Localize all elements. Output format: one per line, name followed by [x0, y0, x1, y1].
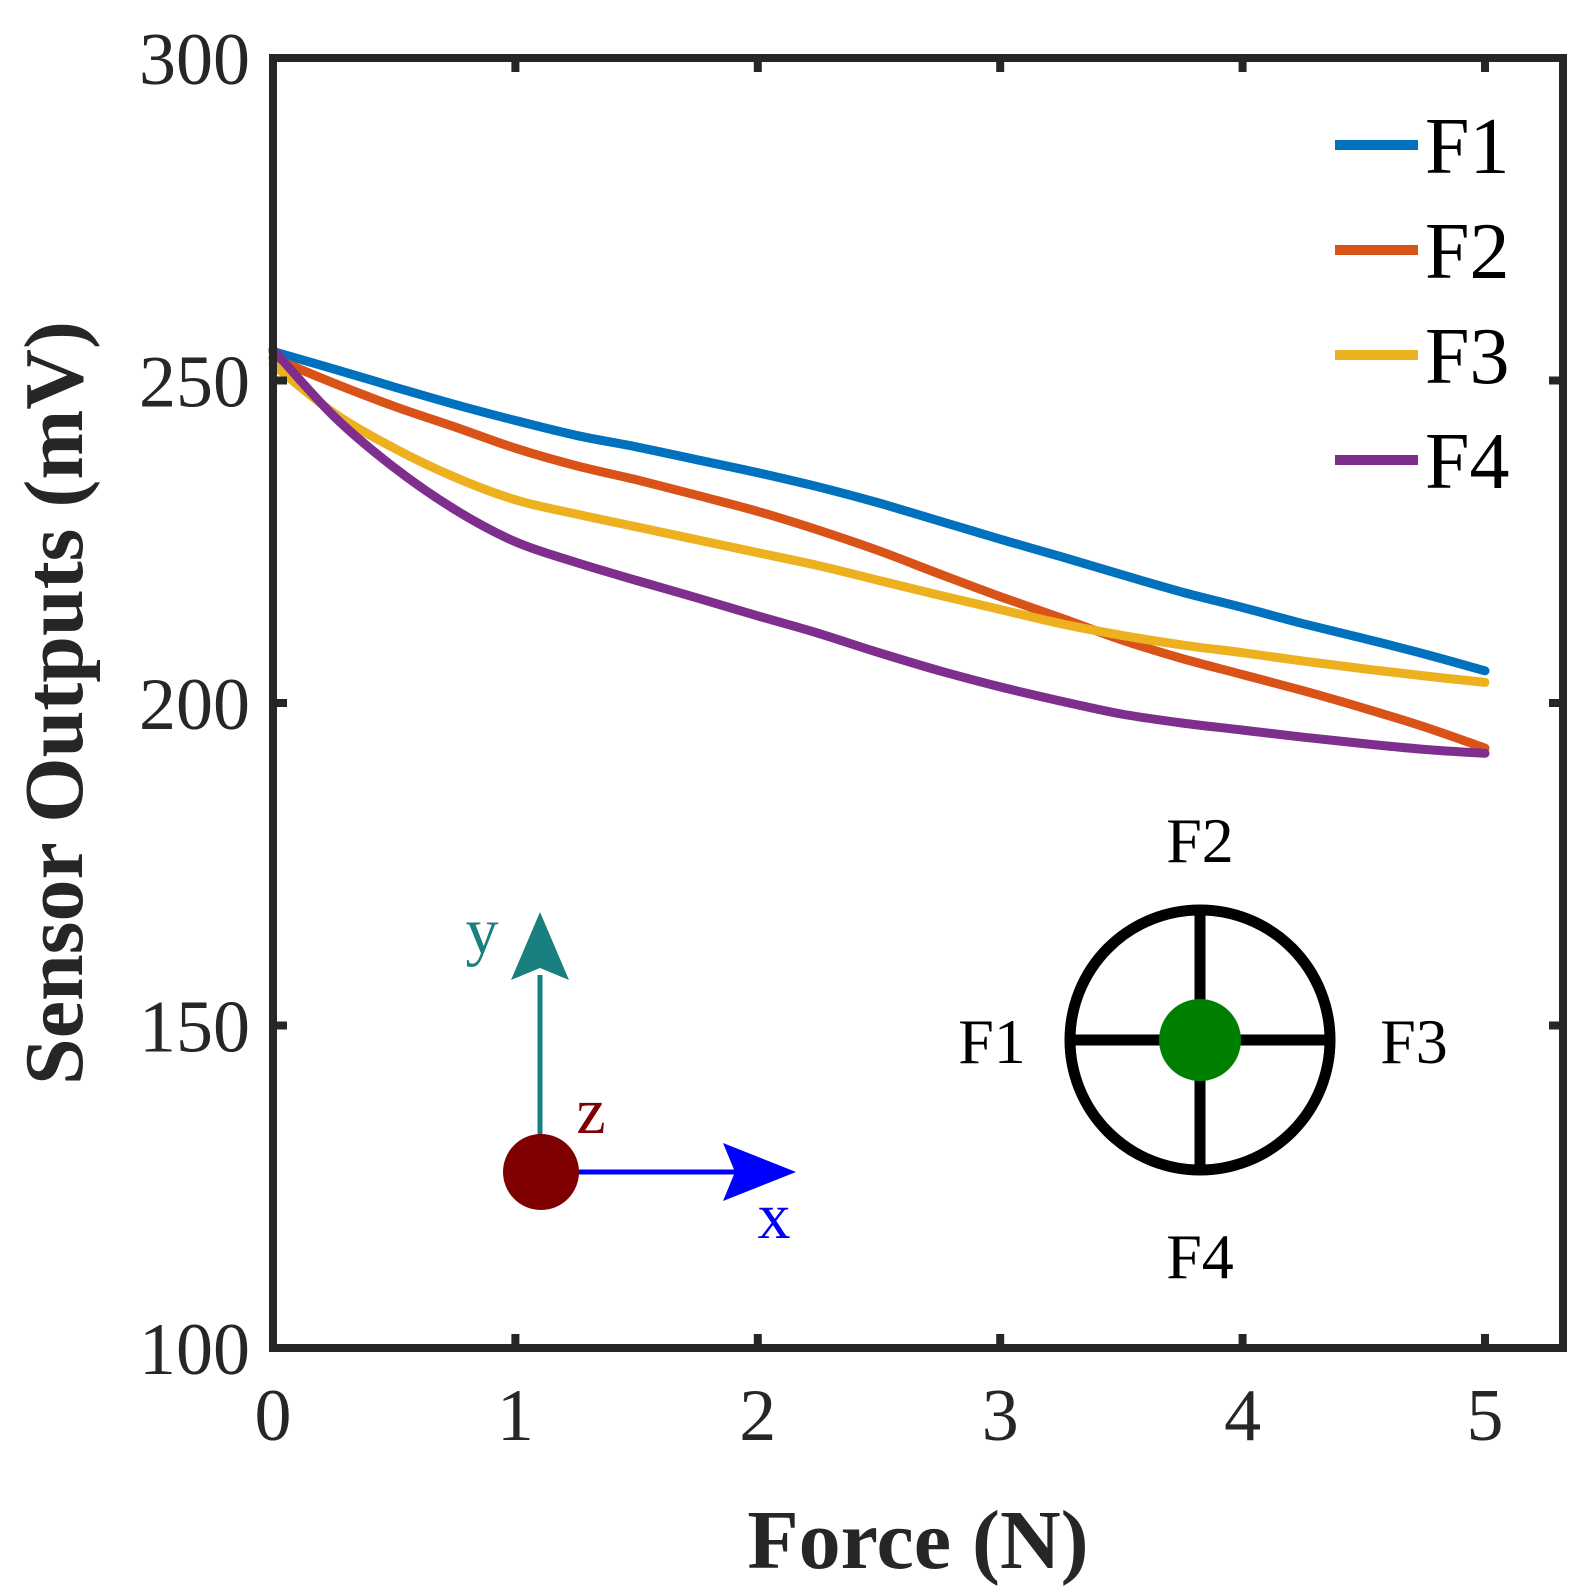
y-axis-title: Sensor Outputs (mV) — [8, 321, 101, 1085]
x-axis-title: Force (N) — [747, 1494, 1088, 1587]
sensor-diagram: F2 F1 F3 F4 — [958, 805, 1448, 1292]
legend-label-f2: F2 — [1425, 208, 1510, 296]
y-tick-label: 200 — [139, 664, 250, 746]
x-tick-label: 4 — [1224, 1375, 1261, 1457]
y-tick-label: 100 — [139, 1309, 250, 1391]
legend-label-f1: F1 — [1425, 103, 1510, 191]
y-tick-label: 300 — [139, 19, 250, 101]
sensor-label-top: F2 — [1166, 805, 1234, 876]
x-tick-label: 0 — [255, 1375, 292, 1457]
z-axis-letter: z — [576, 1075, 605, 1148]
series-line-f4 — [268, 345, 1490, 758]
y-axis-letter: y — [466, 895, 499, 968]
coordinate-axes-diagram: y x z — [466, 895, 796, 1253]
sensor-label-bottom: F4 — [1166, 1221, 1234, 1292]
legend: F1 F2 F3 F4 — [1335, 103, 1510, 506]
series-line-f2 — [268, 353, 1490, 753]
y-tick-label: 150 — [139, 987, 250, 1069]
y-arrow-head-icon — [511, 912, 569, 980]
z-axis-dot-icon — [503, 1134, 579, 1210]
sensor-label-left: F1 — [958, 1006, 1026, 1077]
x-axis-letter: x — [758, 1180, 791, 1253]
y-tick-label: 250 — [139, 342, 250, 424]
x-arrow-head-icon — [723, 1143, 796, 1201]
series-line-f1 — [268, 347, 1490, 676]
legend-label-f4: F4 — [1425, 418, 1510, 506]
x-tick-label: 5 — [1467, 1375, 1504, 1457]
series-line-f3 — [268, 359, 1490, 687]
sensor-label-right: F3 — [1380, 1006, 1448, 1077]
sensor-center-dot-icon — [1159, 999, 1241, 1081]
series-lines — [268, 345, 1490, 758]
x-tick-label: 3 — [982, 1375, 1019, 1457]
legend-label-f3: F3 — [1425, 313, 1510, 401]
x-tick-label: 1 — [497, 1375, 534, 1457]
x-tick-label: 2 — [739, 1375, 776, 1457]
axis-ticks: 0 1 2 3 4 5 100 150 200 250 300 — [139, 19, 1563, 1457]
